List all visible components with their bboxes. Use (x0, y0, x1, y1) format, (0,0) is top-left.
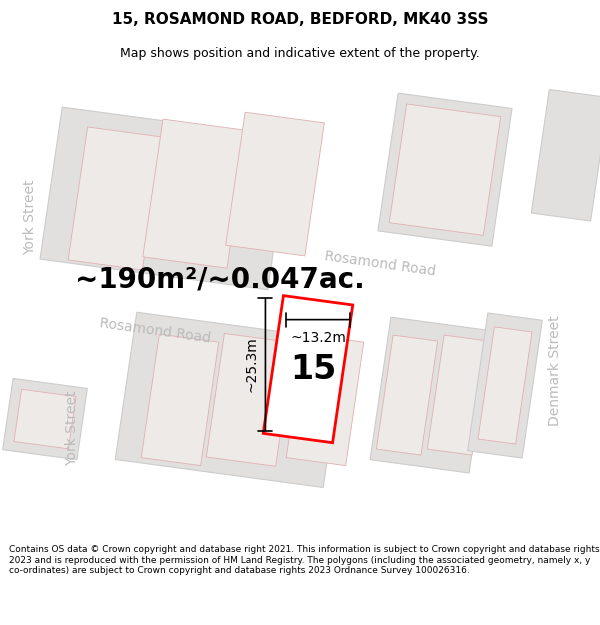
Text: 15, ROSAMOND ROAD, BEDFORD, MK40 3SS: 15, ROSAMOND ROAD, BEDFORD, MK40 3SS (112, 12, 488, 28)
Polygon shape (143, 119, 247, 268)
Text: Denmark Street: Denmark Street (548, 316, 562, 426)
Polygon shape (478, 327, 532, 444)
Polygon shape (531, 89, 600, 221)
Polygon shape (40, 107, 290, 290)
Polygon shape (510, 74, 600, 544)
Polygon shape (226, 112, 325, 256)
Text: York Street: York Street (65, 391, 79, 466)
Polygon shape (389, 104, 501, 236)
Polygon shape (0, 239, 600, 332)
Polygon shape (0, 74, 600, 129)
Polygon shape (115, 312, 345, 488)
Polygon shape (263, 296, 353, 442)
Polygon shape (286, 334, 364, 466)
Polygon shape (60, 448, 600, 544)
Polygon shape (14, 389, 76, 449)
Polygon shape (2, 378, 88, 459)
Polygon shape (141, 334, 219, 466)
Text: ~190m²/~0.047ac.: ~190m²/~0.047ac. (75, 266, 365, 294)
Polygon shape (427, 335, 488, 455)
Polygon shape (206, 334, 294, 466)
Text: ~13.2m: ~13.2m (290, 331, 346, 345)
Text: Rosamond Road: Rosamond Road (98, 316, 212, 346)
Polygon shape (68, 127, 162, 270)
Text: Rosamond Road: Rosamond Road (323, 249, 437, 278)
Polygon shape (467, 313, 542, 458)
Polygon shape (370, 317, 490, 473)
Text: 15: 15 (290, 352, 336, 386)
Polygon shape (376, 335, 437, 455)
Polygon shape (378, 93, 512, 246)
Text: Map shows position and indicative extent of the property.: Map shows position and indicative extent… (120, 48, 480, 61)
Text: ~25.3m: ~25.3m (244, 337, 259, 392)
Polygon shape (0, 266, 600, 338)
Text: Contains OS data © Crown copyright and database right 2021. This information is : Contains OS data © Crown copyright and d… (9, 545, 599, 575)
Text: York Street: York Street (23, 180, 37, 256)
Polygon shape (0, 74, 90, 544)
